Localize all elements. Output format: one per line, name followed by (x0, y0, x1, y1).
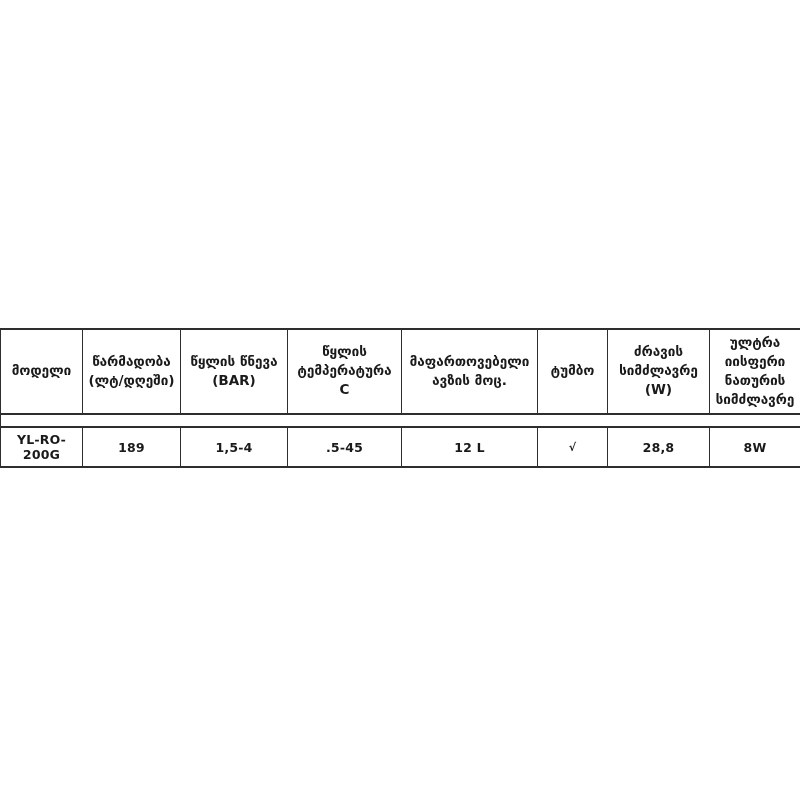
header-pump: ტუმბო (537, 328, 608, 415)
header-water-temperature: წყლის ტემპერატურა C (287, 328, 402, 415)
cell-motor-power: 28,8 (607, 426, 710, 468)
header-model: მოდელი (0, 328, 83, 415)
cell-pump-checkmark: √ (537, 426, 608, 468)
cell-water-temperature: .5-45 (287, 426, 402, 468)
cell-model: YL-RO-200G (0, 426, 83, 468)
separator-row (0, 414, 800, 427)
spec-table: მოდელი წარმადობა (ლტ/დღეში) წყლის წნევა … (0, 328, 800, 468)
header-uv-lamp-power: ულტრა იისფერი ნათურის სიმძლავრე (709, 328, 800, 415)
header-expansion-tank: მაფართოვებელი ავზის მოც. (401, 328, 538, 415)
header-capacity: წარმადობა (ლტ/დღეში) (82, 328, 181, 415)
header-motor-power: ძრავის სიმძლავრე (W) (607, 328, 710, 415)
cell-expansion-tank: 12 L (401, 426, 538, 468)
cell-capacity: 189 (82, 426, 181, 468)
header-water-pressure: წყლის წნევა (BAR) (180, 328, 288, 415)
cell-uv-lamp-power: 8W (709, 426, 800, 468)
header-row: მოდელი წარმადობა (ლტ/დღეში) წყლის წნევა … (0, 328, 800, 415)
data-row: YL-RO-200G 189 1,5-4 .5-45 12 L √ 28,8 8… (0, 426, 800, 468)
separator-cell (0, 414, 800, 427)
cell-water-pressure: 1,5-4 (180, 426, 288, 468)
